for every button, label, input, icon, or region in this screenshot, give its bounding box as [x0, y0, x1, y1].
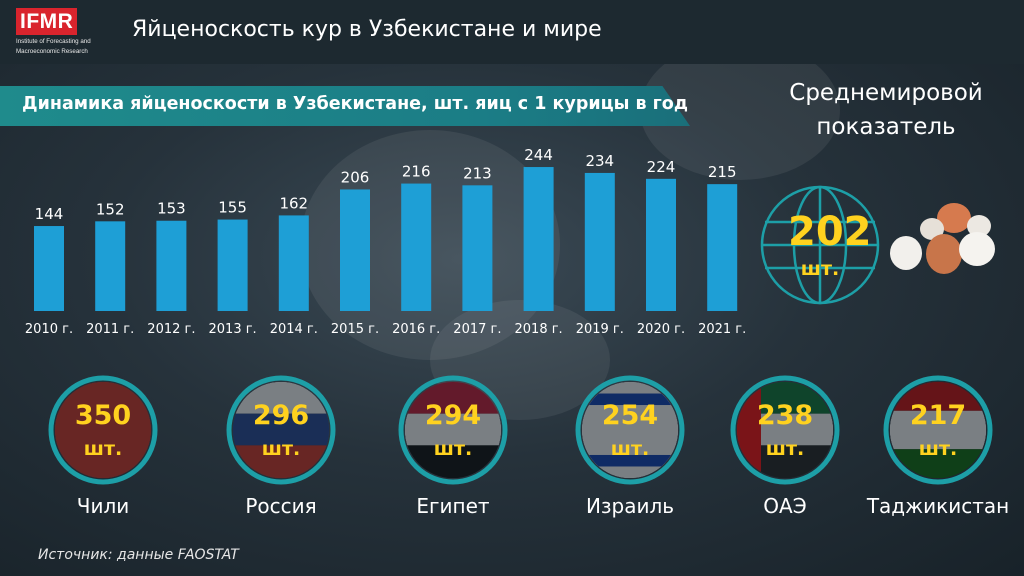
x-tick-label: 2021 г. [698, 322, 746, 337]
bar-value-label: 213 [463, 164, 492, 182]
bar [217, 219, 248, 311]
country-unit: шт. [433, 438, 473, 460]
page-title: Яйценоскость кур в Узбекистане и мире [132, 17, 602, 42]
bar-value-label: 153 [157, 200, 186, 218]
country-unit: шт. [261, 438, 301, 460]
x-tick-label: 2017 г. [453, 322, 501, 337]
bar [340, 189, 370, 311]
country-unit: шт. [83, 438, 123, 460]
world-average-value: 202 [788, 209, 872, 255]
country-name: Таджикистан [866, 494, 1010, 518]
logo-subtitle-line2: Macroeconomic Research [16, 48, 88, 55]
bar-value-label: 206 [341, 168, 370, 186]
x-tick-label: 2013 г. [209, 322, 257, 337]
x-tick-label: 2011 г. [86, 322, 134, 337]
bar-value-label: 244 [524, 146, 553, 164]
russia-flag-icon [226, 375, 336, 485]
x-tick-label: 2018 г. [515, 322, 563, 337]
eggs-illustration [890, 203, 995, 274]
world-average-title: Среднемировой показатель [789, 80, 983, 140]
bar [462, 185, 493, 311]
source-note: Источник: данные FAOSTAT [38, 547, 239, 563]
country-unit: шт. [765, 438, 805, 460]
bar [707, 184, 738, 311]
globe-icon [760, 185, 880, 305]
ifmr-logo: IFMR Institute of Forecasting and Macroe… [16, 8, 96, 58]
chart-title: Динамика яйценоскости в Узбекистане, шт.… [22, 94, 688, 114]
bar-value-label: 155 [218, 199, 247, 217]
bar-value-label: 152 [96, 200, 125, 218]
country-value: 217 [909, 400, 967, 431]
country-name: ОАЭ [763, 494, 807, 518]
bar-value-label: 144 [35, 205, 64, 223]
country-value: 238 [756, 400, 814, 431]
header-bar: IFMR Institute of Forecasting and Macroe… [0, 0, 1024, 64]
bar [523, 167, 554, 311]
country-value: 296 [252, 400, 310, 431]
bar-value-label: 234 [585, 152, 614, 170]
bar [34, 226, 64, 311]
chile-flag-icon [48, 375, 158, 485]
country-unit: шт. [610, 438, 650, 460]
tajikistan-flag-icon [883, 375, 993, 485]
x-tick-label: 2019 г. [576, 322, 624, 337]
logo-mark: IFMR [16, 8, 78, 35]
country-value: 350 [74, 400, 132, 431]
x-tick-label: 2012 г. [147, 322, 195, 337]
bar [646, 178, 676, 311]
x-tick-label: 2016 г. [392, 322, 440, 337]
country-name: Чили [76, 494, 130, 518]
bar-value-label: 215 [708, 163, 737, 181]
egypt-flag-icon [398, 375, 508, 485]
world-average-unit: шт. [800, 258, 840, 280]
country-name: Египет [416, 494, 490, 518]
bar-value-label: 162 [279, 194, 308, 212]
x-tick-label: 2014 г. [270, 322, 318, 337]
bar-value-label: 224 [647, 158, 676, 176]
israel-flag-icon [575, 375, 685, 485]
country-value: 294 [424, 400, 482, 431]
country-unit: шт. [918, 438, 958, 460]
x-tick-label: 2015 г. [331, 322, 379, 337]
country-value: 254 [601, 400, 659, 431]
bar [401, 183, 432, 311]
country-name: Израиль [585, 494, 675, 518]
bar [584, 172, 615, 311]
uae-flag-icon [730, 375, 840, 485]
bar [156, 220, 187, 311]
bar [278, 215, 309, 311]
bar-value-label: 216 [402, 163, 431, 181]
chart-title-banner [0, 86, 690, 126]
x-tick-label: 2010 г. [25, 322, 73, 337]
bar [95, 221, 126, 311]
x-tick-label: 2020 г. [637, 322, 685, 337]
logo-subtitle-line1: Institute of Forecasting and [16, 38, 91, 45]
country-name: Россия [245, 494, 317, 518]
